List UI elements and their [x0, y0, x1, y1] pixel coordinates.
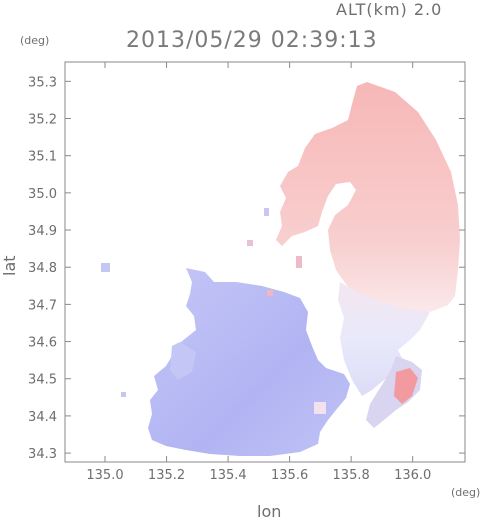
y-tick-label: 34.8 [28, 261, 57, 276]
receding-echo-region [276, 82, 460, 312]
y-tick-label: 34.7 [28, 298, 57, 313]
x-tick-label: 135.6 [271, 468, 308, 483]
x-tick-label: 135.8 [333, 468, 370, 483]
y-axis-ticks: 35.3 35.2 35.1 35.0 34.9 34.8 34.7 34.6 34.5 34.4… [28, 75, 465, 462]
timestamp-title: 2013/05/29 02:39:13 [126, 28, 378, 53]
isolated-echo-north [264, 208, 269, 216]
approaching-echo-region [148, 268, 350, 456]
isolated-echo-west [101, 263, 110, 272]
y-unit-label: (deg) [20, 34, 50, 47]
y-tick-label: 34.4 [28, 410, 57, 425]
x-tick-label: 135.0 [86, 468, 123, 483]
isolated-echo-north2 [247, 240, 253, 246]
plot-frame [64, 61, 466, 463]
x-unit-label: (deg) [451, 486, 481, 499]
isolated-echo-center2 [296, 256, 302, 268]
altitude-label: ALT(km) 2.0 [336, 0, 443, 19]
isolated-echo-center [267, 290, 273, 296]
x-axis-label: lon [257, 502, 282, 521]
isolated-echo-southwest [121, 392, 126, 397]
y-tick-label: 34.5 [28, 373, 57, 388]
y-tick-label: 34.6 [28, 336, 57, 351]
y-tick-label: 34.9 [28, 224, 57, 239]
x-tick-label: 135.2 [148, 468, 185, 483]
y-tick-label: 35.3 [28, 75, 57, 90]
transition-echo-region [338, 282, 430, 396]
y-tick-label: 34.3 [28, 447, 57, 462]
y-tick-label: 35.1 [28, 150, 57, 165]
x-axis-ticks: 135.0 135.2 135.4 135.6 135.8 136.0 [86, 62, 431, 483]
approaching-echo-west-lobe [170, 342, 196, 380]
y-tick-label: 35.2 [28, 113, 57, 128]
southeast-red-cells [394, 368, 418, 404]
x-tick-label: 136.0 [394, 468, 431, 483]
x-tick-label: 135.4 [209, 468, 246, 483]
isolated-echo-south [314, 402, 326, 414]
y-tick-label: 35.0 [28, 187, 57, 202]
